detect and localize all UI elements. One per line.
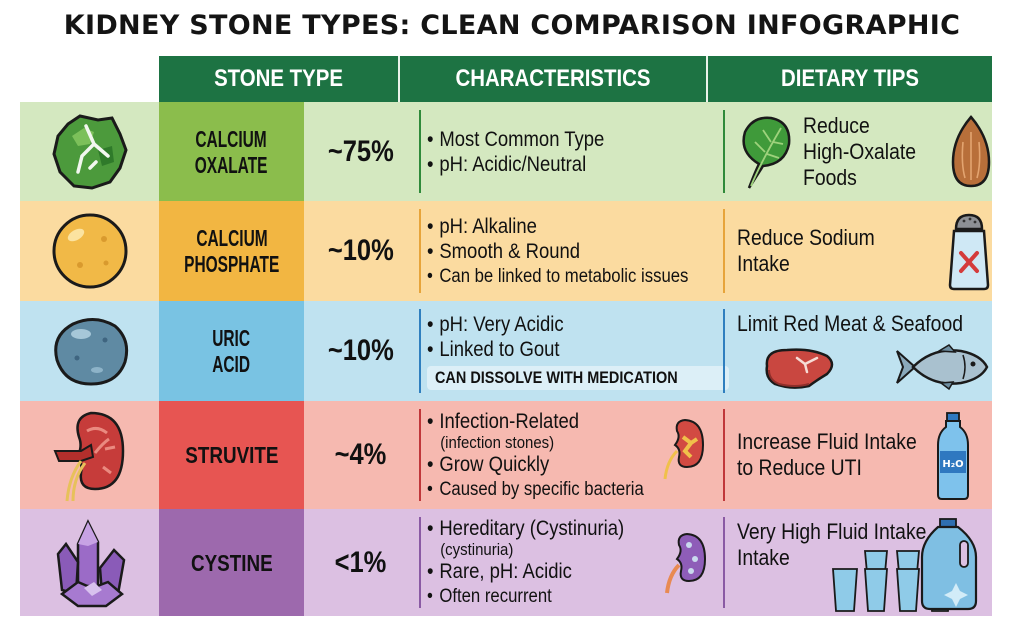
blue-smooth-stone-icon xyxy=(20,301,159,401)
prevalence-percent: ~10% xyxy=(327,234,394,267)
table-header: STONE TYPE CHARACTERISTICS DIETARY TIPS xyxy=(159,56,992,102)
characteristic-item: • Smooth & Round xyxy=(427,239,581,263)
characteristic-item: • pH: Very Acidic xyxy=(427,313,564,336)
almond-icon xyxy=(949,114,993,190)
header-dietary-tips: DIETARY TIPS xyxy=(781,65,919,92)
characteristics-cell: • Infection-Related (infection stones) • G… xyxy=(417,401,725,509)
dietary-tip-cell: Limit Red Meat & Seafood xyxy=(725,301,992,401)
prevalence-percent: ~75% xyxy=(327,134,394,168)
characteristic-subnote: (infection stones) xyxy=(440,432,555,452)
green-jagged-stone-icon xyxy=(20,102,159,201)
header-stone-type: STONE TYPE xyxy=(214,65,343,92)
water-jug-icon xyxy=(920,517,978,611)
water-bottle-icon: H₂O xyxy=(936,411,970,501)
table-row-cystine: CYSTINE <1% • Hereditary (Cystinuria) (cy… xyxy=(20,509,992,616)
dietary-tip-text: Reduce High-Oxalate Foods xyxy=(803,112,916,190)
prevalence-percent: ~4% xyxy=(334,438,387,471)
dietary-tip-cell: Reduce Sodium Intake xyxy=(725,201,992,301)
page-title: KIDNEY STONE TYPES: CLEAN COMPARISON INF… xyxy=(63,10,961,41)
yellow-round-stone-icon xyxy=(20,201,159,301)
characteristics-cell: • Hereditary (Cystinuria) (cystinuria) • R… xyxy=(417,509,725,616)
dietary-tip-text: Limit Red Meat & Seafood xyxy=(737,311,963,336)
dietary-tip-text: Increase Fluid Intake to Reduce UTI xyxy=(737,429,917,480)
characteristic-item: • Infection-Related xyxy=(427,409,580,433)
characteristic-item: • Most Common Type xyxy=(427,127,605,151)
salt-shaker-crossed-icon xyxy=(946,209,992,293)
dietary-tip-cell: Increase Fluid Intake to Reduce UTI H₂O xyxy=(725,401,992,509)
stone-type-label: URIC ACID xyxy=(159,301,304,401)
characteristics-cell: • Most Common Type • pH: Acidic/Neutral xyxy=(417,102,725,201)
characteristic-item: • Often recurrent xyxy=(427,586,552,607)
characteristics-cell: • pH: Very Acidic • Linked to Gout CAN DIS… xyxy=(417,301,729,401)
table-row-uric-acid: URIC ACID ~10% • pH: Very Acidic • Linked t… xyxy=(20,301,992,401)
bottle-label: H₂O xyxy=(942,459,963,470)
header-divider xyxy=(398,56,400,102)
table-row-calcium-oxalate: CALCIUM OXALATE ~75% • Most Common Type • p… xyxy=(20,102,992,201)
characteristics-cell: • pH: Alkaline • Smooth & Round • Can be li… xyxy=(417,201,725,301)
prevalence-percent: ~10% xyxy=(327,334,394,367)
table-row-struvite: STRUVITE ~4% • Infection-Related (infecti… xyxy=(20,401,992,509)
stone-type-label: STRUVITE xyxy=(159,401,304,509)
spinach-leaf-icon xyxy=(737,112,795,192)
characteristic-item: • Can be linked to metabolic issues xyxy=(427,265,689,287)
kidney-infection-icon xyxy=(661,417,705,481)
characteristic-item: • pH: Acidic/Neutral xyxy=(427,152,587,176)
characteristic-item: • Caused by specific bacteria xyxy=(427,478,644,500)
header-characteristics: CHARACTERISTICS xyxy=(455,65,651,92)
header-divider xyxy=(706,56,708,102)
characteristic-item: • Grow Quickly xyxy=(427,452,550,476)
stone-type-label: CYSTINE xyxy=(159,509,304,616)
characteristic-item: • pH: Alkaline xyxy=(427,214,537,238)
characteristic-item: • Rare, pH: Acidic xyxy=(427,560,572,583)
kidney-cystinuria-icon xyxy=(663,531,707,595)
characteristic-subnote: (cystinuria) xyxy=(440,540,514,559)
characteristic-item: • Hereditary (Cystinuria) xyxy=(427,517,625,540)
prevalence-percent: <1% xyxy=(334,545,387,579)
steak-icon xyxy=(761,344,837,390)
dietary-tip-text: Very High Fluid Intake Intake xyxy=(737,519,927,570)
table-row-calcium-phosphate: CALCIUM PHOSPHATE ~10% • pH: Alkaline • Smo… xyxy=(20,201,992,301)
dietary-tip-cell: Reduce High-Oxalate Foods xyxy=(725,102,992,201)
purple-crystal-icon xyxy=(20,509,159,616)
fish-icon xyxy=(893,343,991,391)
dietary-tip-text: Reduce Sodium Intake xyxy=(737,225,875,276)
stone-type-label: CALCIUM PHOSPHATE xyxy=(159,201,304,301)
characteristic-item: • Linked to Gout xyxy=(427,338,560,361)
medication-badge: CAN DISSOLVE WITH MEDICATION xyxy=(427,366,729,390)
dietary-tip-cell: Very High Fluid Intake Intake xyxy=(725,509,992,616)
stone-type-label: CALCIUM OXALATE xyxy=(159,102,304,201)
kidney-icon xyxy=(20,401,159,509)
